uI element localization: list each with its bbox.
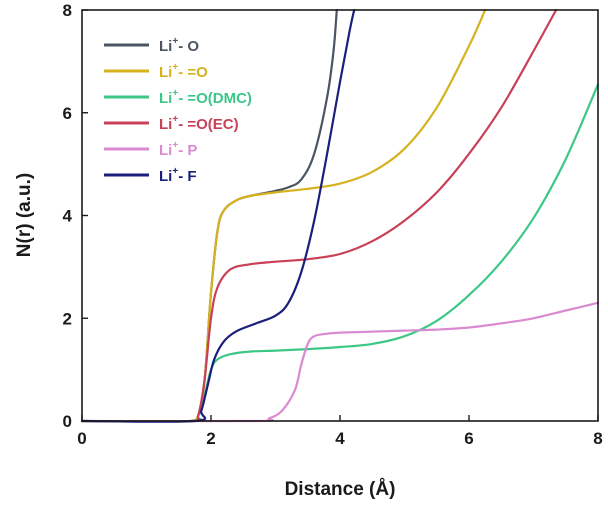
y-tick-label: 6	[63, 104, 72, 123]
x-tick-label: 2	[206, 429, 215, 448]
y-tick-label: 0	[63, 412, 72, 431]
series-line-3	[80, 8, 558, 423]
series-line-5	[80, 8, 356, 423]
y-axis: 0 2 4 6 8	[63, 1, 88, 431]
series-line-4	[80, 301, 600, 423]
series-line-1	[190, 8, 487, 423]
y-tick-label: 2	[63, 309, 72, 328]
x-tick-label: 8	[593, 429, 602, 448]
x-axis: 0 2 4 6 8	[77, 415, 603, 448]
x-tick-label: 0	[77, 429, 86, 448]
x-tick-label: 4	[335, 429, 345, 448]
legend-label: Li+- P	[159, 140, 197, 159]
legend-label: Li+- O	[159, 36, 199, 55]
legend-label: Li+- =O(EC)	[159, 114, 239, 133]
x-axis-title: Distance (Å)	[285, 479, 396, 500]
legend-label: Li+- =O	[159, 62, 208, 81]
y-axis-title: N(r) (a.u.)	[14, 173, 35, 257]
legend: Li+- O Li+- =O Li+- =O(DMC) Li+- =O(EC) Li+-…	[104, 36, 252, 185]
legend-label: Li+- =O(DMC)	[159, 88, 252, 107]
y-tick-label: 8	[63, 1, 72, 20]
x-tick-label: 6	[464, 429, 473, 448]
series-lines	[80, 8, 600, 423]
legend-label: Li+- F	[159, 166, 197, 185]
y-tick-label: 4	[63, 207, 73, 226]
